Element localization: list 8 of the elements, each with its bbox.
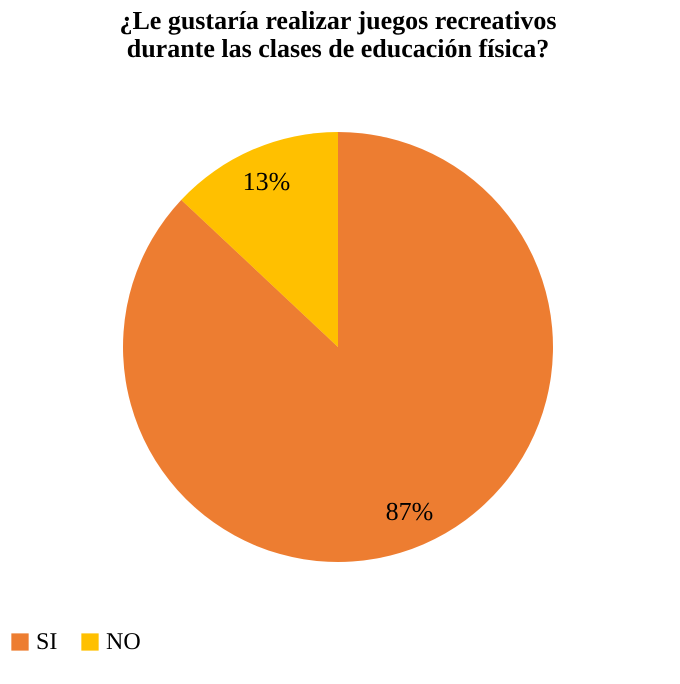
- pie-slice: [123, 132, 553, 562]
- text: durante las clases de educación física?: [126, 34, 550, 63]
- legend-label: SI: [36, 629, 58, 655]
- data-label: 13%: [242, 166, 290, 196]
- legend-label: NO: [106, 629, 141, 655]
- pie-slice: [181, 132, 338, 347]
- text: ¿Le gustaría realizar juegos recreativos: [119, 6, 557, 35]
- data-label: 87%: [386, 497, 434, 526]
